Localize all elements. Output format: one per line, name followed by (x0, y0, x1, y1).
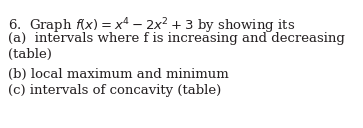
Text: (table): (table) (8, 48, 52, 61)
Text: (c) intervals of concavity (table): (c) intervals of concavity (table) (8, 84, 221, 97)
Text: (b) local maximum and minimum: (b) local maximum and minimum (8, 68, 229, 81)
Text: (a)  intervals where f is increasing and decreasing: (a) intervals where f is increasing and … (8, 32, 345, 45)
Text: 6.  Graph $f(x) = x^{4} - 2x^{2} + 3$ by showing its: 6. Graph $f(x) = x^{4} - 2x^{2} + 3$ by … (8, 16, 295, 36)
